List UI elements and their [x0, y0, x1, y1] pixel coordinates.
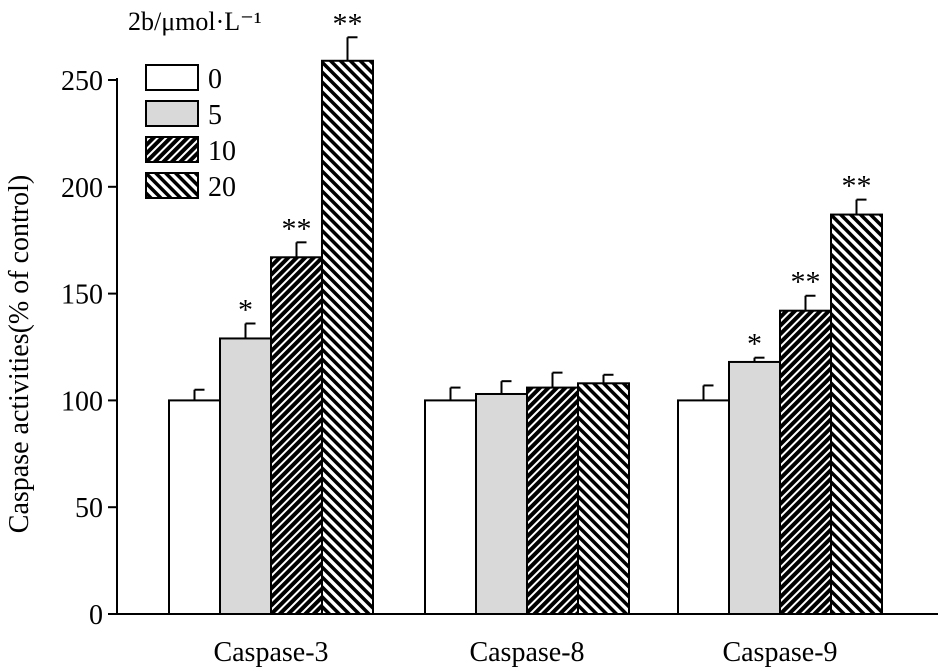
y-tick-label: 150 — [61, 280, 103, 311]
y-tick-label: 250 — [61, 66, 103, 97]
x-category-label: Caspase-9 — [722, 637, 837, 668]
bar — [475, 392, 528, 615]
legend-label: 0 — [208, 64, 222, 95]
bar — [219, 337, 272, 615]
legend-swatch — [145, 172, 199, 199]
legend-swatch — [145, 100, 199, 127]
significance-label: ** — [282, 212, 312, 245]
legend-label: 5 — [208, 100, 222, 131]
bar — [577, 382, 630, 616]
bar — [677, 399, 730, 615]
legend-swatch — [145, 136, 199, 163]
significance-label: ** — [842, 170, 872, 203]
bar — [526, 386, 579, 616]
y-tick-label: 100 — [61, 386, 103, 417]
bar — [270, 256, 323, 615]
y-tick-label: 50 — [75, 493, 103, 524]
x-category-label: Caspase-3 — [213, 637, 328, 668]
legend-label: 10 — [208, 136, 236, 167]
legend-label: 20 — [208, 172, 236, 203]
bar — [728, 360, 781, 615]
y-tick-label: 0 — [89, 600, 103, 631]
bar — [424, 399, 477, 615]
legend-title: 2b/μmol·L⁻¹ — [128, 7, 262, 36]
legend: 2b/μmol·L⁻¹ 0 5 10 20 — [128, 7, 262, 203]
significance-label: * — [747, 328, 762, 361]
bar — [168, 399, 221, 615]
y-tick-label: 200 — [61, 173, 103, 204]
y-axis-title: Caspase activities(% of control) — [4, 175, 35, 533]
legend-swatch — [145, 64, 199, 91]
bar — [779, 309, 832, 615]
bar — [321, 59, 374, 615]
significance-label: ** — [791, 266, 821, 299]
x-category-label: Caspase-8 — [469, 637, 584, 668]
significance-label: ** — [333, 7, 363, 40]
bar — [830, 213, 883, 615]
significance-label: * — [238, 294, 253, 327]
